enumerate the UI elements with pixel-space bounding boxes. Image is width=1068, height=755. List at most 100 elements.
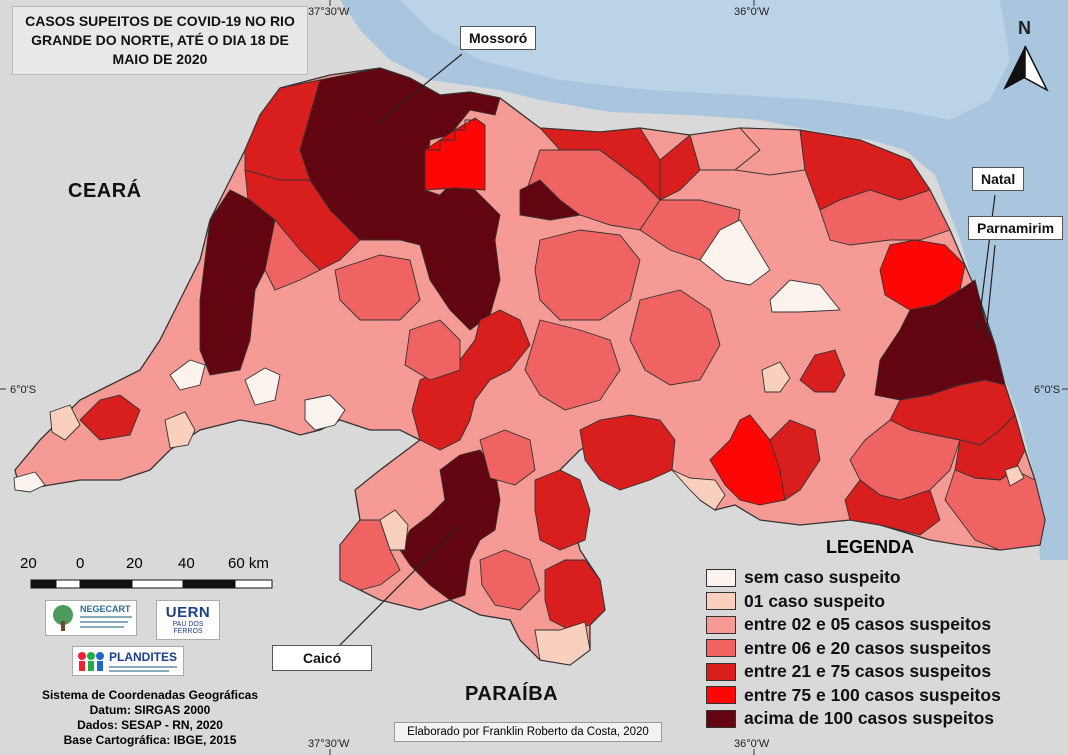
uern-text: UERN — [165, 604, 211, 621]
map-title: CASOS SUPEITOS DE COVID-19 NO RIO GRANDE… — [12, 6, 308, 75]
legend-label: sem caso suspeito — [744, 567, 901, 588]
municipality-01 — [671, 469, 726, 511]
legend-item: entre 06 e 20 casos suspeitos — [706, 637, 1036, 661]
municipality-21-75 — [799, 349, 846, 393]
scale-labels: 20 0 20 40 60 km — [20, 555, 280, 575]
municipality-01 — [761, 361, 791, 393]
municipality-21-75 — [534, 469, 591, 551]
municipality-06-20 — [334, 254, 421, 321]
municipality-sem-caso — [304, 394, 346, 431]
legend-label: entre 06 e 20 casos suspeitos — [744, 637, 992, 658]
city-label-parnamirim: Parnamirim — [968, 216, 1064, 240]
city-label-caico: Caicó — [272, 645, 373, 671]
municipality-01 — [164, 411, 196, 449]
coord-top-left: 37°30'W — [308, 6, 350, 18]
info-line: Dados: SESAP - RN, 2020 — [77, 718, 223, 732]
uern-subtext: PAU DOS FERROS — [172, 621, 204, 635]
credit: Elaborado por Franklin Roberto da Costa,… — [394, 722, 662, 742]
municipality-mossoro-red — [424, 117, 486, 191]
info-line: Sistema de Coordenadas Geográficas — [41, 688, 259, 702]
legend-label: entre 21 e 75 casos suspeitos — [744, 661, 992, 682]
municipality-06-20 — [404, 319, 461, 381]
municipality-21-75 — [844, 479, 941, 536]
municipality-06-20 — [534, 229, 641, 321]
legend-item: entre 02 e 05 casos suspeitos — [706, 613, 1036, 637]
tree-icon — [53, 605, 73, 631]
municipality-21-75 — [544, 559, 606, 631]
municipality-sem-caso — [699, 219, 771, 286]
municipality-21-75 — [769, 419, 821, 501]
municipality-21-75 — [579, 414, 676, 491]
municipality-acima-100 — [519, 179, 582, 221]
legend: sem caso suspeito 01 caso suspeito entre… — [706, 566, 1036, 731]
plandites-logo: PLANDITES — [72, 646, 184, 676]
municipality-01 — [49, 404, 81, 441]
municipality-sem-caso — [13, 471, 46, 493]
legend-swatch — [706, 615, 736, 634]
caico-leader — [339, 524, 461, 646]
legend-item: 01 caso suspeito — [706, 590, 1036, 614]
municipality-06-20 — [629, 289, 721, 386]
scale-label: 0 — [76, 555, 85, 572]
region-ceara: CEARÁ — [68, 180, 142, 202]
legend-label: acima de 100 casos suspeitos — [744, 708, 994, 729]
city-label-natal: Natal — [972, 167, 1025, 191]
legend-title: LEGENDA — [826, 537, 915, 557]
info-line: Datum: SIRGAS 2000 — [89, 703, 211, 717]
scale-bar — [30, 579, 273, 589]
plandites-text: PLANDITES — [109, 650, 178, 664]
municipality-06-20 — [944, 469, 1046, 551]
municipality-sem-caso — [769, 279, 841, 313]
legend-swatch — [706, 592, 736, 611]
negecart-text: NEGECART — [80, 604, 131, 614]
ocean-area — [340, 0, 1068, 560]
municipality-acima-100 — [199, 189, 276, 376]
municipality-06-20 — [264, 218, 321, 291]
scale-label: 20 — [20, 555, 37, 572]
legend-swatch — [706, 709, 736, 728]
scale-label: 60 km — [228, 555, 269, 572]
people-icon — [78, 652, 104, 671]
negecart-logo: NEGECART — [45, 600, 137, 636]
uern-logo: UERN PAU DOS FERROS — [156, 600, 220, 640]
municipality-21-75 — [411, 309, 531, 451]
municipality-06-20 — [479, 429, 536, 486]
municipality-21-75 — [79, 394, 141, 441]
mossoro-stepped-edge — [425, 119, 475, 151]
municipalities — [13, 67, 1046, 666]
legend-item: sem caso suspeito — [706, 566, 1036, 590]
scale-label: 20 — [126, 555, 143, 572]
region-paraiba: PARAÍBA — [465, 683, 559, 705]
north-arrow-icon — [1003, 45, 1049, 92]
municipality-sem-caso — [244, 367, 281, 406]
legend-item: entre 75 e 100 casos suspeitos — [706, 684, 1036, 708]
legend-item: acima de 100 casos suspeitos — [706, 707, 1036, 731]
legend-swatch — [706, 662, 736, 681]
municipality-21-75 — [659, 134, 701, 201]
municipality-01 — [1004, 465, 1025, 487]
municipality-06-20 — [819, 189, 951, 246]
coord-left-lat: 6°0'S — [10, 384, 37, 396]
parnamirim-leader — [984, 244, 996, 346]
coord-top-right: 36°0'W — [734, 6, 770, 18]
legend-swatch — [706, 568, 736, 587]
mossoro-leader — [374, 53, 463, 126]
legend-label: entre 02 e 05 casos suspeitos — [744, 614, 992, 635]
coord-right-lat: 6°0'S — [1034, 384, 1061, 396]
legend-item: entre 21 e 75 casos suspeitos — [706, 660, 1036, 684]
north-label: N — [1018, 18, 1031, 38]
municipality-06-20 — [479, 549, 541, 611]
municipality-06-20 — [339, 519, 401, 591]
ocean-deep — [400, 0, 1010, 120]
legend-label: entre 75 e 100 casos suspeitos — [744, 684, 1001, 705]
city-label-mossoro: Mossoró — [460, 26, 537, 50]
municipality-01 — [534, 621, 591, 666]
info-line: Base Cartográfica: IBGE, 2015 — [63, 733, 237, 747]
municipality-sem-caso — [169, 359, 206, 391]
map-info: Sistema de Coordenadas Geográficas Datum… — [10, 688, 290, 748]
coord-bottom-right: 36°0'W — [734, 738, 770, 750]
municipality-06-20 — [524, 319, 621, 411]
coord-bottom-left: 37°30'W — [308, 738, 350, 750]
scale-label: 40 — [178, 555, 195, 572]
